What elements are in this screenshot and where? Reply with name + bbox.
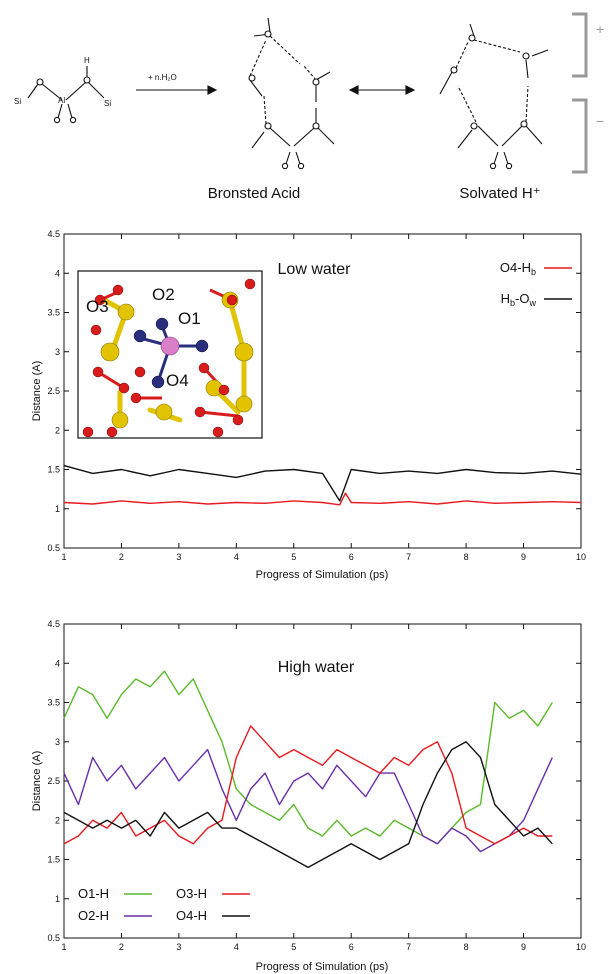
chart-title: Low water <box>278 261 352 278</box>
y-tick-label: 0.5 <box>47 543 60 553</box>
y-axis-label: Distance (A) <box>31 751 43 812</box>
x-tick-label: 6 <box>349 552 354 562</box>
y-axis-label: Distance (A) <box>31 361 43 422</box>
series-line-o3-h <box>63 725 553 845</box>
legend-label-hb-ow-sub: b <box>510 298 515 308</box>
plus-sign: + <box>596 21 604 37</box>
x-tick-label: 4 <box>234 552 239 562</box>
series-line-o2-h <box>63 748 553 853</box>
series-lines <box>63 464 582 506</box>
zeolite-site-molecule <box>27 66 105 124</box>
inset-label-o1: O1 <box>178 309 201 328</box>
y-tick-label: 3 <box>55 737 60 747</box>
atom-label-h: H <box>84 56 90 65</box>
axis-ticks: 1 2 3 4 5 6 7 8 9 100.511.522.533.544.5 <box>47 229 586 562</box>
x-tick-label: 6 <box>349 942 354 952</box>
legend-label-hb-ow-mid: -O <box>515 291 529 306</box>
x-tick-label: 9 <box>521 552 526 562</box>
x-tick-label: 5 <box>291 552 296 562</box>
y-tick-label: 0.5 <box>47 933 60 943</box>
x-tick-label: 1 <box>61 942 66 952</box>
series-lines <box>63 670 553 869</box>
y-tick-label: 1 <box>55 894 60 904</box>
x-tick-label: 3 <box>176 942 181 952</box>
axis-ticks: 1 2 3 4 5 6 7 8 9 100.511.522.533.544.5 <box>47 619 586 952</box>
reaction-scheme: Si Al H Si + n.H₂O <box>14 12 604 174</box>
x-tick-label: 9 <box>521 942 526 952</box>
y-tick-label: 1.5 <box>47 465 60 475</box>
y-tick-label: 2 <box>55 815 60 825</box>
y-tick-label: 1 <box>55 504 60 514</box>
inset-label-o2: O2 <box>152 285 175 304</box>
bronsted-acid-label: Bronsted Acid <box>208 185 301 202</box>
y-tick-label: 2.5 <box>47 776 60 786</box>
x-tick-label: 7 <box>406 942 411 952</box>
charge-brackets <box>572 12 588 174</box>
reaction-arrow <box>136 85 218 95</box>
x-axis-label: Progress of Simulation (ps) <box>256 961 389 973</box>
legend-label-o4-hb-main: O4-H <box>500 260 531 275</box>
legend-label-hb-ow-sub2: w <box>529 298 537 308</box>
atom-label-si: Si <box>14 97 21 106</box>
chart-low-water: 1 2 3 4 5 6 7 8 9 100.511.522.533.544.5 Low water… <box>31 229 586 581</box>
y-tick-label: 4.5 <box>47 619 60 629</box>
y-tick-label: 2.5 <box>47 386 60 396</box>
y-tick-label: 3.5 <box>47 698 60 708</box>
x-tick-label: 5 <box>291 942 296 952</box>
x-tick-label: 2 <box>119 552 124 562</box>
minus-sign: − <box>596 113 604 129</box>
x-tick-label: 7 <box>406 552 411 562</box>
legend-label-hb-ow-main: H <box>501 291 510 306</box>
legend-label-o1-h: O1-H <box>78 886 109 901</box>
series-line-o4-hb <box>63 492 582 506</box>
atom-label-al: Al <box>58 96 65 105</box>
y-tick-label: 2 <box>55 425 60 435</box>
series-line-hb-ow <box>63 464 582 502</box>
legend-label-o4-hb-sub: b <box>531 267 536 277</box>
legend-label-o3-h: O3-H <box>176 886 207 901</box>
legend-label-o4-hb: O4-Hb <box>500 260 536 277</box>
x-tick-label: 4 <box>234 942 239 952</box>
resonance-arrow <box>348 85 416 95</box>
legend-label-o4-h: O4-H <box>176 908 207 923</box>
x-tick-label: 2 <box>119 942 124 952</box>
x-tick-label: 8 <box>464 552 469 562</box>
x-tick-label: 3 <box>176 552 181 562</box>
chart-title: High water <box>278 659 355 676</box>
x-tick-label: 10 <box>576 552 586 562</box>
inset-structure-image: O3 O2 O1 O4 <box>77 270 263 439</box>
y-tick-label: 3.5 <box>47 308 60 318</box>
legend: O4-Hb Hb-Ow <box>500 260 572 308</box>
y-tick-label: 1.5 <box>47 855 60 865</box>
reagent-label: + n.H₂O <box>148 73 177 82</box>
series-line-o4-h <box>63 741 553 869</box>
solvated-proton-molecule <box>439 23 549 170</box>
y-tick-label: 3 <box>55 347 60 357</box>
x-axis-label: Progress of Simulation (ps) <box>256 569 389 581</box>
series-line-o1-h <box>63 670 553 845</box>
y-tick-label: 4 <box>55 268 60 278</box>
bronsted-acid-molecule <box>248 17 335 170</box>
legend: O1-H O3-H O2-H O4-H <box>78 886 250 923</box>
inset-label-o3: O3 <box>86 297 109 316</box>
y-tick-label: 4 <box>55 658 60 668</box>
chart-high-water: 1 2 3 4 5 6 7 8 9 100.511.522.533.544.5 High wate… <box>31 619 586 973</box>
solvated-proton-label: Solvated H⁺ <box>459 185 540 202</box>
x-tick-label: 8 <box>464 942 469 952</box>
legend-label-hb-ow: Hb-Ow <box>501 291 537 308</box>
inset-label-o4: O4 <box>166 371 189 390</box>
x-tick-label: 1 <box>61 552 66 562</box>
atom-label-si: Si <box>104 99 111 108</box>
x-tick-label: 10 <box>576 942 586 952</box>
legend-label-o2-h: O2-H <box>78 908 109 923</box>
y-tick-label: 4.5 <box>47 229 60 239</box>
